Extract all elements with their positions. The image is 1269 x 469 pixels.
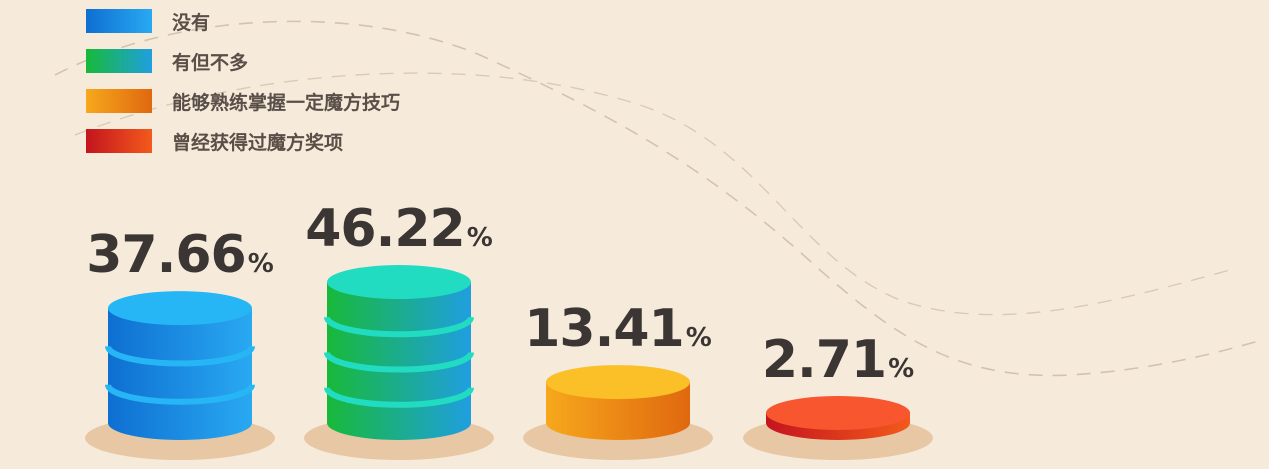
bar-layer: [85, 265, 933, 460]
bar-top: [546, 365, 690, 400]
bar-3: [743, 396, 933, 460]
legend-item: 没有: [86, 8, 400, 34]
legend-swatch-0: [86, 9, 152, 33]
bar-1: [304, 265, 494, 460]
legend-swatch-2: [86, 89, 152, 113]
data-label-1: 46.22%: [305, 203, 493, 255]
bar-top: [108, 291, 252, 326]
legend-label: 没有: [172, 11, 211, 34]
legend-label: 曾经获得过魔方奖项: [172, 131, 344, 154]
data-label-unit: %: [685, 323, 712, 354]
bar-band: [324, 387, 474, 408]
bar-band: [324, 316, 474, 338]
bar-0: [85, 291, 275, 460]
decorative-dashed-curves: [54, 20, 1263, 377]
data-label-unit: %: [888, 354, 915, 384]
legend-item: 曾经获得过魔方奖项: [86, 128, 400, 154]
data-label-0: 37.66%: [86, 229, 274, 281]
data-label-2: 13.41%: [524, 303, 712, 355]
legend-item: 能够熟练掌握一定魔方技巧: [86, 88, 400, 114]
data-label-value: 46.22: [305, 199, 465, 260]
legend-label: 有但不多: [172, 51, 249, 74]
bar-band: [324, 351, 474, 373]
data-label-value: 37.66: [86, 225, 246, 286]
bar-top: [766, 396, 910, 430]
bar-band: [105, 345, 255, 367]
bar-body: [108, 308, 252, 440]
legend: 没有 有但不多 能够熟练掌握一定魔方技巧 曾经获得过魔方奖项: [86, 8, 400, 168]
data-label-unit: %: [466, 223, 493, 254]
data-label-value: 2.71: [761, 330, 887, 390]
legend-label: 能够熟练掌握一定魔方技巧: [172, 91, 401, 114]
bar-band: [105, 384, 255, 405]
data-label-3: 2.71%: [762, 334, 914, 386]
bar-body: [327, 282, 471, 440]
legend-swatch-3: [86, 129, 152, 153]
bar-2: [523, 365, 713, 460]
legend-swatch-1: [86, 49, 152, 73]
data-label-value: 13.41: [524, 299, 684, 360]
bar-top: [327, 265, 471, 300]
data-label-unit: %: [247, 249, 274, 280]
legend-item: 有但不多: [86, 48, 400, 74]
